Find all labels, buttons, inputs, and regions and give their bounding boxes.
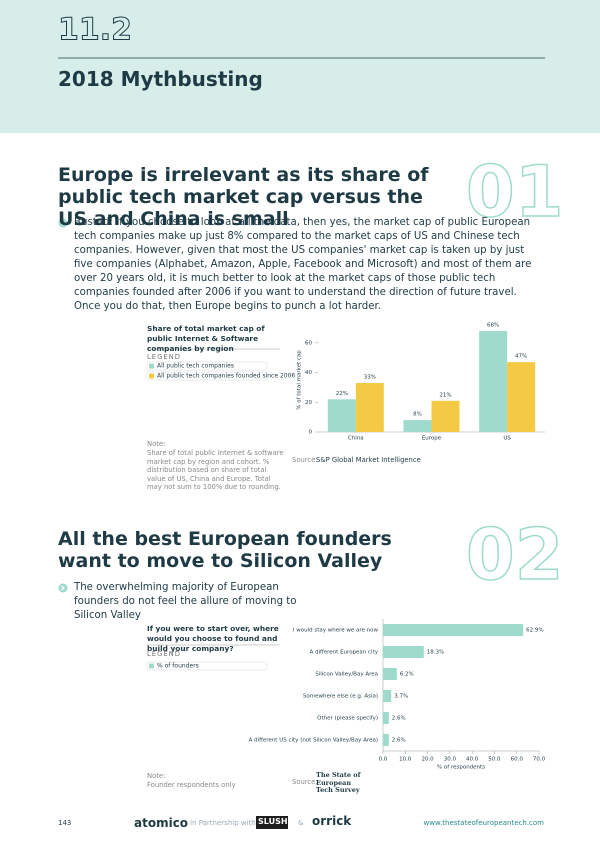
y-tick-label: A different US city (not Silicon Valley/… (249, 738, 378, 744)
x-tick-label: 30.0 (444, 757, 457, 763)
legend-title: LEGEND (147, 650, 181, 658)
chart-title: Share of total market cap of public Inte… (147, 324, 265, 353)
bullet (58, 583, 68, 593)
value-label: 3.7% (394, 694, 408, 700)
section-title: Europe is irrelevant as its share of pub… (58, 164, 429, 230)
x-tick-label: China (348, 436, 364, 442)
x-tick-label: US (503, 436, 511, 442)
bar (403, 420, 432, 432)
note: Share of total public Internet & softwar… (147, 449, 284, 492)
page-title: 2018 Mythbusting (58, 67, 263, 91)
value-label: 22% (336, 391, 348, 397)
bar (431, 400, 460, 432)
source: S&P Global Market Intelligence (316, 456, 421, 464)
source: The State of European Tech Survey (316, 771, 361, 794)
value-label: 8% (413, 412, 422, 418)
y-tick-label: 60 (305, 340, 312, 346)
value-label: 33% (364, 374, 376, 380)
value-label: 6.2% (400, 672, 414, 678)
bullet-arrow (61, 585, 65, 591)
bar (383, 646, 424, 658)
y-tick-label: Silicon Valley/Bay Area (315, 672, 378, 678)
header-band (0, 0, 600, 133)
y-tick-label: 40 (305, 370, 312, 376)
y-tick-label: Other (please specify) (317, 716, 378, 722)
bar (383, 734, 389, 746)
bar (355, 382, 384, 432)
bar (507, 362, 536, 432)
y-tick-label: A different European city (309, 650, 378, 656)
bar (383, 624, 524, 636)
partner: orrick (312, 814, 352, 828)
bullet-arrow (61, 220, 65, 226)
bar (479, 330, 508, 432)
x-tick-label: 0.0 (379, 757, 388, 763)
section-title: All the best European founders want to m… (58, 528, 392, 572)
partner-logo-box (256, 816, 288, 829)
section-number: 01 (466, 151, 563, 233)
bullet (58, 218, 68, 228)
legend-label: % of founders (157, 663, 199, 670)
legend-box (146, 661, 268, 671)
chapter-number: 11.2 (58, 13, 132, 48)
legend-swatch (149, 663, 154, 669)
value-label: 68% (487, 322, 499, 328)
y-tick-label: 20 (305, 400, 312, 406)
value-label: 47% (515, 354, 527, 360)
legend-label: All public tech companies founded since … (157, 373, 295, 380)
legend-label: All public tech companies (157, 363, 234, 370)
y-axis-label: % of total market cap (297, 350, 303, 410)
url: www.thestateofeuropeantech.com (423, 819, 544, 827)
x-tick-label: 70.0 (533, 757, 546, 763)
brand: atomico (134, 816, 189, 830)
legend-box (146, 361, 268, 371)
x-tick-label: 50.0 (488, 757, 501, 763)
note-title: Note: (147, 772, 166, 780)
x-tick-label: 10.0 (399, 757, 412, 763)
note-title: Note: (147, 440, 166, 448)
value-label: 18.3% (427, 650, 444, 656)
section-text: Busted: If you choose to look at all the… (74, 217, 532, 312)
value-label: 62.9% (526, 628, 543, 634)
value-label: 2.6% (392, 716, 406, 722)
x-tick-label: 40.0 (466, 757, 479, 763)
legend-swatch (149, 373, 154, 379)
x-tick-label: 60.0 (511, 757, 524, 763)
value-label: 21% (439, 392, 451, 398)
legend-box (146, 371, 268, 381)
x-tick-label: 20.0 (421, 757, 434, 763)
legend-swatch (149, 363, 154, 369)
page-number: 143 (58, 819, 72, 827)
chart-title: If you were to start over, where would y… (147, 624, 279, 653)
amp: & (298, 819, 304, 827)
y-tick-label: Somewhere else (e.g. Asia) (303, 694, 378, 700)
y-tick-label: 0 (309, 430, 313, 436)
source-label: Source: (292, 456, 318, 464)
bar (383, 712, 389, 724)
bar (383, 690, 392, 702)
legend-title: LEGEND (147, 353, 181, 361)
y-tick-label: I would stay where we are now (293, 628, 379, 634)
note: Founder respondents only (147, 781, 236, 789)
partnership: In Partnership with (190, 819, 256, 827)
value-label: 2.6% (392, 738, 406, 744)
bar (327, 399, 356, 432)
x-tick-label: Europe (422, 436, 442, 442)
bar (383, 668, 397, 680)
partner: SLUSH (258, 817, 288, 826)
x-axis-label: % of respondents (437, 765, 485, 771)
source-label: Source: (292, 778, 318, 786)
section-number: 02 (466, 514, 563, 596)
section-text: The overwhelming majority of European fo… (74, 582, 297, 621)
